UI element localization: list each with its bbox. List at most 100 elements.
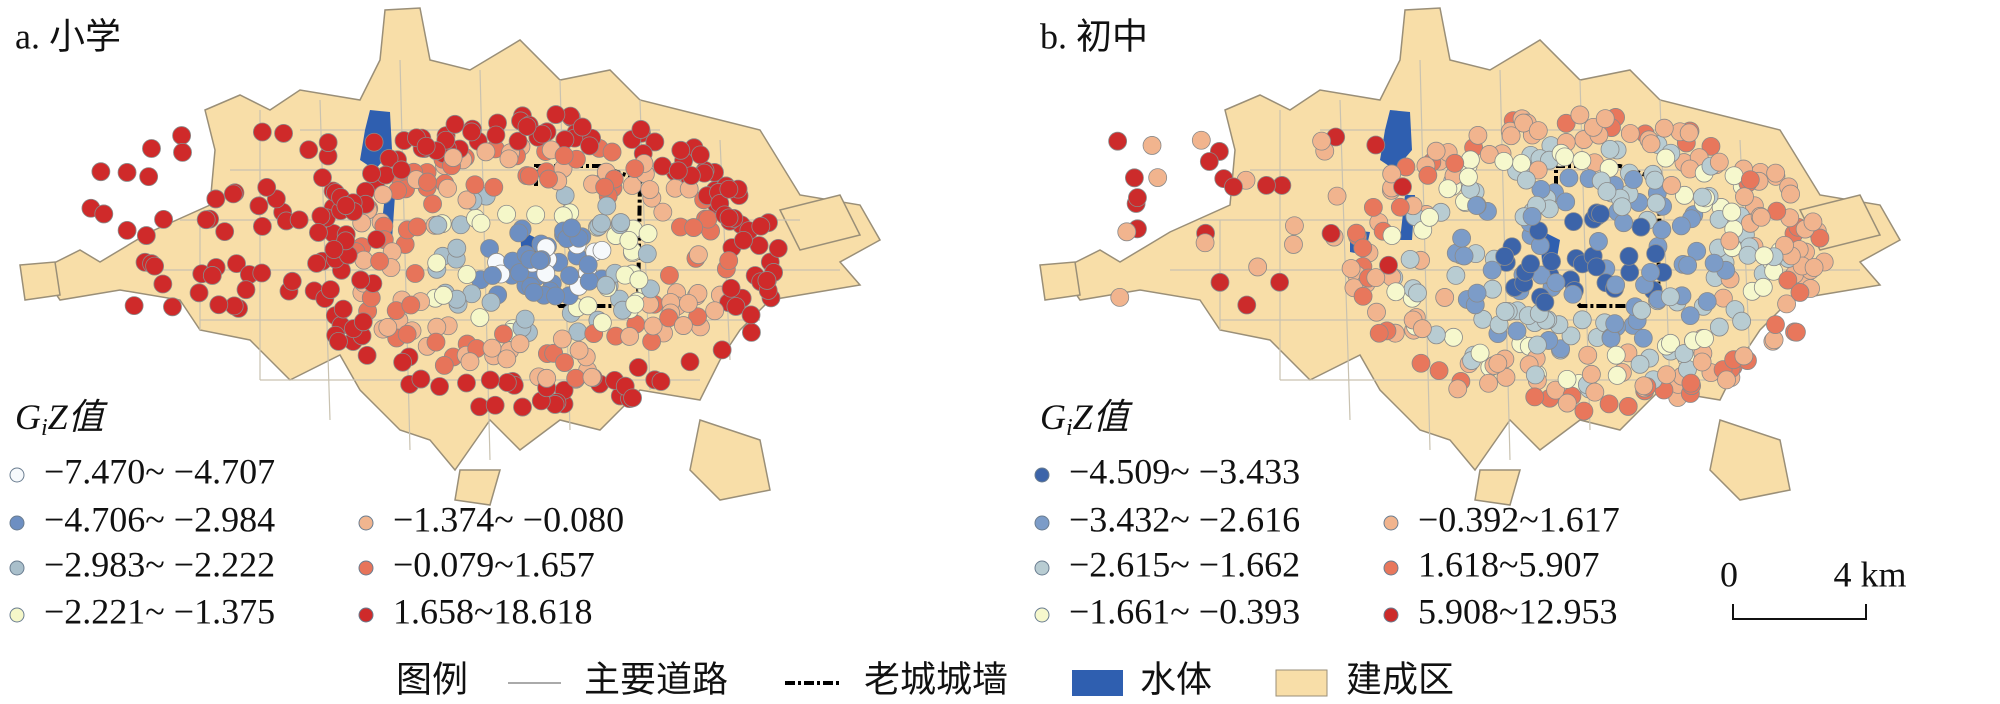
school-point [1445,153,1465,173]
school-point [546,286,565,306]
legend-swatch [1383,607,1399,623]
school-point [353,312,373,332]
school-point [566,368,586,388]
school-point [1426,141,1446,161]
legend-swatch [1034,515,1050,531]
school-point [481,292,501,312]
school-point [1777,294,1796,314]
legend-label: 1.618~5.907 [1418,544,1599,584]
school-point [749,236,769,255]
school-point [1574,401,1594,421]
school-point [1787,322,1806,342]
school-point [1470,343,1490,363]
school-point [497,373,517,392]
school-point [1528,121,1548,141]
school-point [509,223,529,243]
school-point [1810,228,1830,248]
school-point [252,263,272,283]
school-point [592,213,611,233]
school-point [499,149,519,169]
school-point [1483,279,1502,299]
school-point [1646,193,1666,213]
school-point [313,168,332,188]
school-point [1285,216,1304,236]
school-point [1488,353,1508,373]
school-point [597,196,617,216]
school-point [457,190,477,210]
school-point [1369,323,1389,343]
legend-swatch [1034,467,1050,483]
school-point [117,163,137,182]
school-point [1687,241,1707,261]
school-point [1641,262,1660,282]
school-point [1429,361,1449,381]
legend-heading-part: G [15,397,41,437]
school-point [530,251,550,270]
school-point [1379,255,1398,275]
school-point [311,206,331,226]
school-point [510,334,530,354]
school-point [434,285,453,305]
school-point [1482,260,1502,280]
school-point [562,218,582,238]
school-point [483,266,502,285]
school-point [1720,231,1740,251]
school-point [1210,272,1230,292]
school-point [631,120,651,139]
school-point [640,180,660,199]
legend-swatch [1034,560,1050,576]
school-point [329,332,348,351]
school-point [416,136,436,156]
school-point [1458,167,1478,187]
school-point [1117,222,1137,242]
school-point [1390,197,1410,217]
school-point [405,264,425,283]
school-point [1662,176,1681,195]
school-point [1341,259,1361,278]
legend-item: 老城城墙 [864,659,1008,699]
legend-heading-part: Z值 [1073,397,1134,437]
school-point [1572,310,1592,330]
legend-item: 建成区 [1346,659,1454,699]
legend-builtup-symbol [1275,669,1328,697]
school-point [671,140,691,160]
school-point [1695,329,1714,348]
school-point [552,329,572,349]
school-point [370,251,389,271]
school-point [602,142,622,162]
school-point [163,297,182,317]
school-point [1521,254,1541,274]
school-point [1237,295,1257,315]
school-point [1674,344,1694,363]
school-point [555,353,574,372]
school-point [1546,273,1566,293]
school-point [206,189,226,209]
school-point [428,215,448,235]
school-point [689,245,708,265]
school-point [684,218,704,237]
school-point [173,143,192,162]
legend-label: −2.983~ −2.222 [44,544,275,584]
school-point [629,270,649,290]
school-point [367,230,386,249]
school-point [124,296,144,316]
school-point [560,266,579,285]
legend-heading: GiZ值 [15,397,109,440]
school-point [1248,257,1268,277]
school-point [373,185,393,204]
school-point [680,352,700,372]
school-point [1634,376,1654,396]
school-point [1382,226,1402,245]
school-point [595,177,615,197]
school-point [1656,148,1676,168]
school-point [1494,151,1514,171]
school-point [1556,192,1576,212]
school-point [705,301,725,321]
school-point [336,196,356,215]
legend-heading-part: G [1040,397,1066,437]
panel-title: b. 初中 [1040,16,1148,56]
school-point [1555,147,1575,167]
school-point [1452,228,1472,248]
school-point [1454,246,1474,266]
legend-swatch [358,515,374,531]
